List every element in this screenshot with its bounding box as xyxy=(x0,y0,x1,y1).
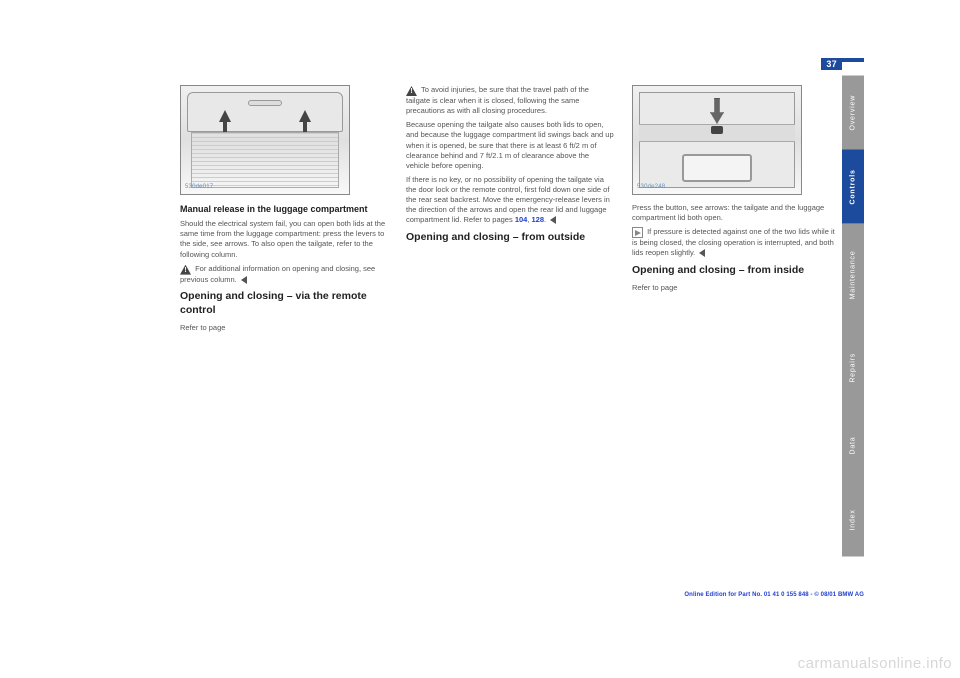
end-triangle-icon xyxy=(550,216,556,224)
body-from-inside: Refer to page xyxy=(632,283,840,293)
heading-from-inside: Opening and closing – from inside xyxy=(632,263,840,277)
heading-remote-control: Opening and closing – via the remote con… xyxy=(180,289,388,317)
emergency-text: If there is no key, or no possibility of… xyxy=(406,175,610,225)
column-1: 530de017 Manual release in the luggage c… xyxy=(180,85,388,337)
body-press-button: Press the button, see arrows: the tailga… xyxy=(632,203,840,223)
link-end: . xyxy=(544,215,546,224)
tab-maintenance[interactable]: Maintenance xyxy=(842,223,864,326)
tab-repairs[interactable]: Repairs xyxy=(842,326,864,409)
end-triangle-icon xyxy=(699,249,705,257)
side-tabs: Overview Controls Maintenance Repairs Da… xyxy=(842,76,864,556)
warning-block-2: To avoid injuries, be sure that the trav… xyxy=(406,85,614,116)
page-link-104[interactable]: 104 xyxy=(515,215,528,224)
tab-overview[interactable]: Overview xyxy=(842,76,864,150)
heading-from-outside: Opening and closing – from outside xyxy=(406,230,614,244)
page-number-badge: 37 xyxy=(821,58,864,70)
illustration-tailgate-button: 530de248 xyxy=(632,85,802,195)
warning-block-1: For additional information on opening an… xyxy=(180,264,388,285)
warning-text-1: For additional information on opening an… xyxy=(180,264,375,284)
watermark: carmanualsonline.info xyxy=(798,655,952,672)
page-number: 37 xyxy=(821,58,842,70)
manual-page: 37 Overview Controls Maintenance Repairs… xyxy=(0,0,960,678)
illustration-label: 530de017 xyxy=(185,183,213,191)
warning-icon xyxy=(180,265,191,275)
end-triangle-icon xyxy=(241,276,247,284)
heading-manual-release: Manual release in the luggage compartmen… xyxy=(180,203,388,215)
info-block: If pressure is detected against one of t… xyxy=(632,227,840,258)
info-icon xyxy=(632,227,643,238)
warning-icon xyxy=(406,86,417,96)
tab-data[interactable]: Data xyxy=(842,409,864,483)
illustration-trunk-levers: 530de017 xyxy=(180,85,350,195)
emergency-release-note: If there is no key, or no possibility of… xyxy=(406,175,614,226)
body-remote-text: Refer to page xyxy=(180,323,225,332)
online-edition-line: Online Edition for Part No. 01 41 0 155 … xyxy=(684,592,864,598)
column-2: To avoid injuries, be sure that the trav… xyxy=(406,85,614,337)
tab-index[interactable]: Index xyxy=(842,483,864,557)
illustration-label: 530de248 xyxy=(637,183,665,191)
body-remote-control: Refer to page xyxy=(180,323,388,333)
body-manual-release: Should the electrical system fail, you c… xyxy=(180,219,388,260)
tab-controls[interactable]: Controls xyxy=(842,150,864,224)
clearance-note: Because opening the tailgate also causes… xyxy=(406,120,614,171)
column-3: 530de248 Press the button, see arrows: t… xyxy=(632,85,840,337)
info-text: If pressure is detected against one of t… xyxy=(632,227,835,257)
page-number-tail xyxy=(842,58,864,62)
warning-text-2: To avoid injuries, be sure that the trav… xyxy=(406,85,589,115)
content-columns: 530de017 Manual release in the luggage c… xyxy=(180,85,840,337)
page-link-128[interactable]: 128 xyxy=(532,215,545,224)
